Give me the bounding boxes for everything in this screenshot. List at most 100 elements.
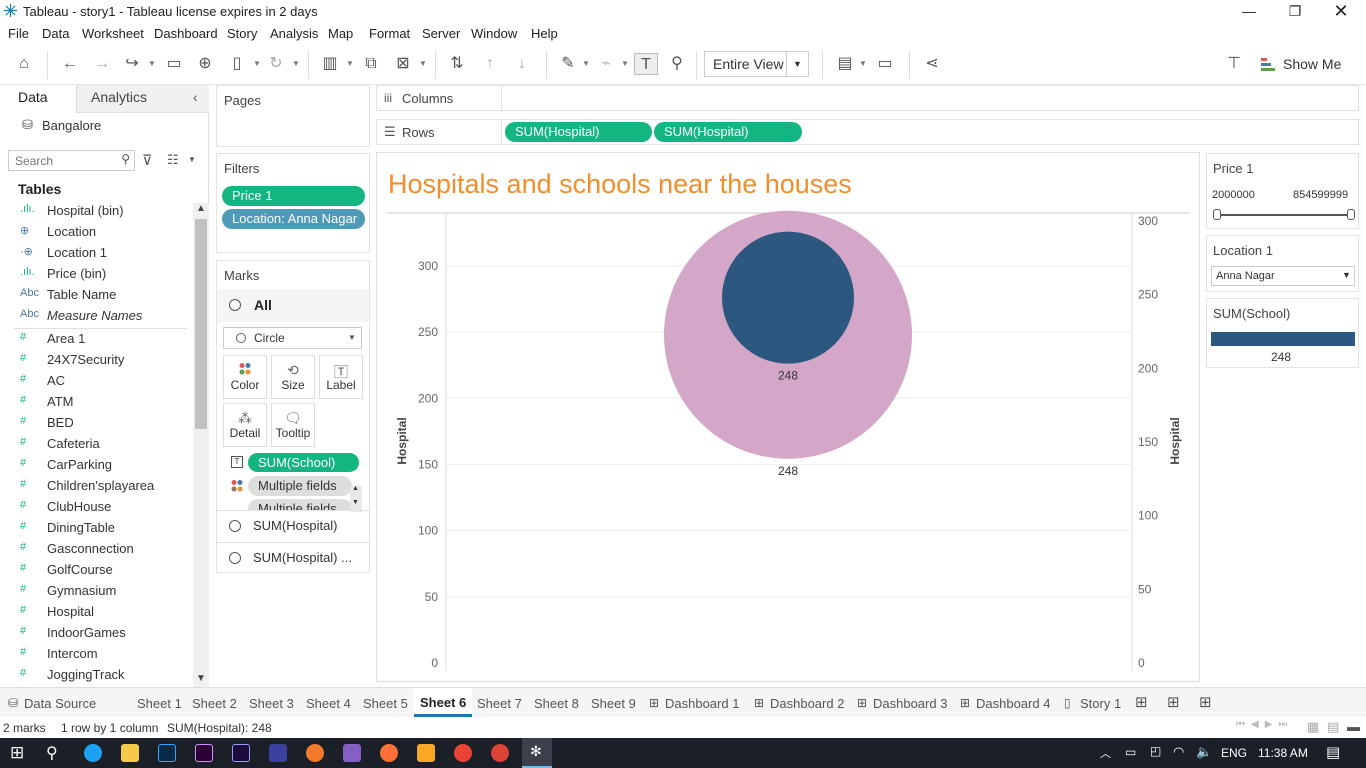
- menu-dashboard[interactable]: Dashboard: [154, 26, 218, 41]
- volume-icon[interactable]: 🔈: [1196, 744, 1213, 759]
- location-filter-select[interactable]: Anna Nagar ▼: [1211, 266, 1355, 286]
- sublime-icon[interactable]: [417, 744, 435, 762]
- sheet-tab[interactable]: Sheet 8: [534, 696, 579, 711]
- menu-window[interactable]: Window: [471, 26, 518, 41]
- field-item[interactable]: # Intercom: [0, 644, 190, 665]
- sheet-tab[interactable]: Sheet 9: [591, 696, 636, 711]
- highlight-caret-icon[interactable]: ▼: [582, 59, 590, 68]
- detail-button[interactable]: ⁂ Detail: [223, 403, 267, 447]
- field-item[interactable]: # GolfCourse: [0, 560, 190, 581]
- show-filmstrip-icon[interactable]: ▦: [1307, 719, 1320, 734]
- marks-pill-multiple[interactable]: Multiple fields: [248, 476, 352, 496]
- field-item[interactable]: # BED: [0, 413, 190, 434]
- field-item[interactable]: # ATM: [0, 392, 190, 413]
- datasource-name[interactable]: Bangalore: [42, 118, 102, 133]
- menu-map[interactable]: Map: [328, 26, 354, 41]
- marks-layer-hospital[interactable]: SUM(Hospital): [217, 510, 369, 542]
- save-icon[interactable]: ▭: [166, 55, 182, 72]
- color-button[interactable]: Color: [223, 355, 267, 399]
- premiere-icon[interactable]: [195, 744, 213, 762]
- meet-now-icon[interactable]: ◰: [1150, 744, 1162, 758]
- battery-icon[interactable]: ▭: [1125, 745, 1137, 759]
- field-item[interactable]: #24X7Security: [0, 350, 190, 371]
- redo-icon[interactable]: →: [94, 55, 110, 72]
- field-item[interactable]: Abc Measure Names: [0, 306, 190, 327]
- rows-pill-hospital-1[interactable]: SUM(Hospital): [505, 122, 652, 142]
- clear-sheet-icon[interactable]: ⊠: [396, 55, 410, 72]
- sort-ascending-icon[interactable]: ↑: [486, 55, 494, 72]
- after-effects-icon[interactable]: [232, 744, 250, 762]
- mark-type-select[interactable]: Circle ▼: [223, 327, 362, 349]
- clock[interactable]: 11:38 AM: [1258, 746, 1308, 760]
- menu-help[interactable]: Help: [531, 26, 558, 41]
- windows-start-icon[interactable]: ⊞: [10, 743, 25, 762]
- format-painter-icon[interactable]: ⊤: [1227, 55, 1241, 72]
- tableau-taskbar-button[interactable]: ✻: [522, 738, 552, 768]
- sheet-tab[interactable]: Sheet 6: [414, 688, 473, 717]
- marks-pill-school[interactable]: SUM(School): [248, 453, 359, 472]
- marks-pill-multiple-2[interactable]: Multiple fields: [248, 499, 352, 510]
- field-item[interactable]: # DiningTable: [0, 518, 190, 539]
- view-options-caret-icon[interactable]: ▼: [188, 155, 196, 164]
- duplicate-sheet-icon[interactable]: ⧉: [365, 55, 377, 72]
- field-item[interactable]: # Area 1: [0, 329, 190, 350]
- marks-all-row[interactable]: All: [217, 289, 369, 322]
- scroll-down-icon[interactable]: ▼: [196, 673, 206, 684]
- marks-layer-hospital-2[interactable]: SUM(Hospital) ...: [217, 542, 369, 572]
- sheet-tab[interactable]: Sheet 1: [137, 696, 182, 711]
- fit-view-select[interactable]: Entire View ▼: [704, 51, 809, 77]
- refresh-icon[interactable]: ↻: [269, 55, 283, 72]
- new-worksheet-caret-icon[interactable]: ▼: [346, 59, 354, 68]
- share-icon[interactable]: ⋖: [925, 55, 939, 72]
- pause-updates-icon[interactable]: ▯: [232, 55, 242, 72]
- field-item[interactable]: # Children'splayarea: [0, 476, 190, 497]
- chrome-icon[interactable]: [454, 744, 472, 762]
- field-item[interactable]: # Cafeteria: [0, 434, 190, 455]
- menu-analysis[interactable]: Analysis: [270, 26, 319, 41]
- columns-shelf[interactable]: iii Columns: [376, 85, 1359, 111]
- scrollbar-thumb[interactable]: [195, 219, 207, 429]
- field-item[interactable]: # IndoorGames: [0, 623, 190, 644]
- replay-icon[interactable]: ↪: [125, 55, 139, 72]
- swap-rows-columns-icon[interactable]: ⇅: [450, 55, 464, 72]
- replay-caret-icon[interactable]: ▼: [148, 59, 156, 68]
- blender-icon[interactable]: [306, 744, 324, 762]
- menu-story[interactable]: Story: [227, 26, 258, 41]
- pause-caret-icon[interactable]: ▼: [253, 59, 261, 68]
- presentation-mode-icon[interactable]: ▭: [877, 55, 893, 72]
- filter-pill-price[interactable]: Price 1: [222, 186, 365, 206]
- show-cards-icon[interactable]: ▤: [837, 55, 853, 72]
- collapse-pane-icon[interactable]: ‹: [193, 89, 198, 105]
- group-caret-icon[interactable]: ▼: [621, 59, 629, 68]
- price-slider-min-handle[interactable]: [1213, 209, 1221, 220]
- scroll-down-icon[interactable]: ▼: [352, 499, 359, 506]
- wifi-icon[interactable]: ◠: [1173, 744, 1185, 759]
- file-explorer-icon[interactable]: [121, 744, 139, 762]
- language-indicator[interactable]: ENG: [1221, 746, 1248, 760]
- search-input[interactable]: [9, 151, 109, 170]
- filter-pill-location[interactable]: Location: Anna Nagar: [222, 209, 365, 229]
- field-item[interactable]: # ClubHouse: [0, 497, 190, 518]
- sheet-tab[interactable]: Sheet 3: [249, 696, 294, 711]
- tab-data[interactable]: Data: [0, 85, 76, 113]
- menu-worksheet[interactable]: Worksheet: [82, 26, 144, 41]
- sheet-tab[interactable]: Dashboard 2: [770, 696, 845, 711]
- field-item[interactable]: Abc Table Name: [0, 285, 190, 306]
- new-worksheet-icon[interactable]: ▥: [322, 55, 338, 72]
- home-icon[interactable]: ⌂: [19, 55, 29, 72]
- minimize-button[interactable]: —: [1242, 3, 1256, 19]
- label-button[interactable]: 🅃 Label: [319, 355, 363, 399]
- visual-studio-icon[interactable]: [343, 744, 361, 762]
- photoshop-icon[interactable]: [158, 744, 176, 762]
- tab-analytics[interactable]: Analytics ‹: [76, 85, 209, 113]
- sheet-tab[interactable]: Sheet 4: [306, 696, 351, 711]
- menu-file[interactable]: File: [8, 26, 29, 41]
- menu-server[interactable]: Server: [422, 26, 461, 41]
- rows-shelf[interactable]: ☰ Rows SUM(Hospital) SUM(Hospital): [376, 119, 1359, 145]
- sheet-tab[interactable]: Dashboard 1: [665, 696, 740, 711]
- show-sheet-sorter-icon[interactable]: ▤: [1327, 719, 1340, 734]
- highlight-icon[interactable]: ✎: [561, 55, 575, 72]
- notification-icon[interactable]: ▤: [1326, 744, 1341, 761]
- undo-icon[interactable]: ←: [62, 55, 78, 72]
- field-item[interactable]: .ılı. Hospital (bin): [0, 201, 190, 222]
